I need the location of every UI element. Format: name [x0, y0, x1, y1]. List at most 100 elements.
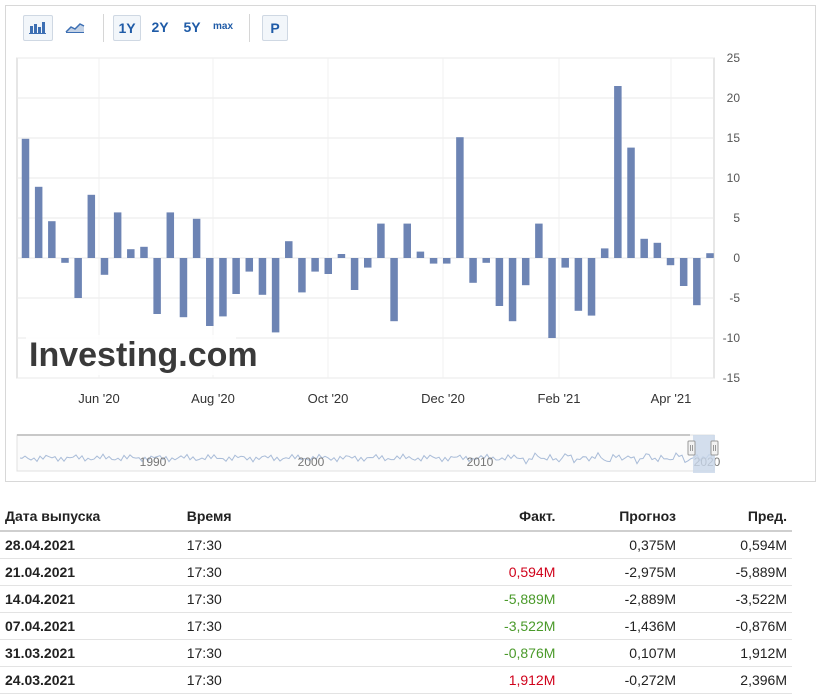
range-1y-button[interactable]: 1Y — [113, 15, 141, 41]
previous-cell: -5,889M — [681, 558, 792, 586]
chart-bar[interactable] — [271, 258, 280, 333]
chart-bar[interactable] — [521, 258, 530, 286]
chart-bar[interactable] — [666, 258, 675, 266]
y-tick-label: 25 — [727, 51, 741, 65]
chart-bar[interactable] — [100, 258, 109, 275]
chart-bar[interactable] — [324, 258, 333, 274]
chart-bar[interactable] — [166, 212, 175, 258]
chart-bar[interactable] — [416, 251, 425, 258]
chart-bar[interactable] — [127, 249, 135, 258]
y-tick-label: -15 — [723, 371, 741, 385]
chart-bar[interactable] — [74, 258, 82, 298]
chart-bar[interactable] — [614, 86, 622, 258]
chart-bar[interactable] — [640, 238, 648, 258]
range-5y-button[interactable]: 5Y — [183, 19, 201, 35]
chart-bar[interactable] — [311, 258, 319, 272]
chart-bar[interactable] — [61, 258, 69, 263]
p-button[interactable]: P — [262, 15, 288, 41]
chart-bar[interactable] — [706, 253, 714, 258]
col-time[interactable]: Время — [181, 502, 371, 532]
range-max-button[interactable]: max — [212, 21, 233, 32]
chart-bar[interactable] — [429, 258, 438, 264]
chart-bar[interactable] — [377, 223, 385, 258]
x-tick-label: Dec '20 — [421, 391, 465, 406]
forecast-cell: 0,375M — [560, 531, 681, 559]
navigator-handle-right[interactable] — [710, 440, 719, 456]
actual-cell — [370, 531, 561, 559]
chart-bar[interactable] — [587, 258, 596, 316]
navigator-selection[interactable] — [693, 435, 715, 473]
chart-bar[interactable] — [337, 254, 346, 258]
previous-cell: -0,876M — [681, 612, 792, 640]
chart-bar[interactable] — [350, 258, 359, 290]
chart-bar[interactable] — [482, 258, 490, 263]
col-release-date[interactable]: Дата выпуска — [0, 502, 182, 532]
bar-chart: 25 20 15 10 5 0 -5 -10 -15 Jun '20 Aug '20 Oct '20… — [16, 51, 741, 473]
forecast-cell: -2,889M — [560, 585, 681, 613]
chart-bar[interactable] — [21, 138, 30, 258]
chart-bar[interactable] — [653, 242, 662, 258]
x-tick-label: Oct '20 — [308, 391, 349, 406]
chart-bar[interactable] — [245, 258, 254, 272]
chart-bar[interactable] — [87, 194, 96, 258]
chart-bar[interactable] — [456, 137, 464, 258]
chart-bar[interactable] — [179, 258, 188, 318]
chart-bar[interactable] — [285, 241, 293, 258]
actual-cell: -3,522M — [370, 612, 561, 640]
time-cell: 17:30 — [181, 558, 371, 586]
chart-bar[interactable] — [495, 258, 504, 306]
chart-bar[interactable] — [561, 258, 569, 268]
line-chart-type-button[interactable] — [60, 15, 90, 41]
release-date-cell: 31.03.2021 — [0, 639, 182, 667]
y-tick-label: 20 — [727, 91, 741, 105]
table-row: 24.03.2021 17:30 1,912M -0,272M 2,396M — [0, 666, 792, 694]
x-tick-label: Apr '21 — [651, 391, 692, 406]
chart-bar[interactable] — [600, 248, 609, 258]
bar-chart-type-button[interactable] — [23, 15, 53, 41]
navigator-year-label: 2010 — [467, 455, 494, 469]
chart-bar[interactable] — [508, 258, 517, 322]
chart-bar[interactable] — [535, 223, 543, 258]
chart-bar[interactable] — [548, 258, 556, 338]
release-date-cell: 07.04.2021 — [0, 612, 182, 640]
forecast-cell: -0,272M — [560, 666, 681, 694]
x-axis: Jun '20 Aug '20 Oct '20 Dec '20 Feb '21 Apr '… — [78, 391, 691, 406]
chart-bar[interactable] — [442, 258, 451, 264]
chart-bar[interactable] — [627, 147, 635, 258]
chart-bar[interactable] — [469, 258, 477, 283]
chart-bar[interactable] — [574, 258, 583, 311]
chart-bar[interactable] — [48, 221, 56, 258]
chart-bar[interactable] — [113, 212, 122, 258]
actual-cell: -0,876M — [370, 639, 561, 667]
toolbar-separator — [249, 14, 250, 42]
navigator-handle-left[interactable] — [687, 440, 696, 456]
chart-bar[interactable] — [192, 218, 201, 258]
chart-bar[interactable] — [390, 258, 398, 322]
release-date-cell: 24.03.2021 — [0, 666, 182, 694]
range-2y-button[interactable]: 2Y — [151, 19, 169, 35]
chart-bar[interactable] — [206, 258, 214, 326]
chart-bar[interactable] — [364, 258, 372, 268]
chart-bar[interactable] — [693, 258, 701, 306]
investing-watermark: Investing.com — [26, 335, 258, 375]
watermark-text: Investing.com — [29, 336, 258, 374]
col-previous[interactable]: Пред. — [681, 502, 792, 532]
col-actual[interactable]: Факт. — [370, 502, 561, 532]
chart-bar[interactable] — [298, 258, 306, 293]
x-tick-label: Feb '21 — [538, 391, 581, 406]
navigator[interactable]: 1990200020102020 — [16, 434, 721, 473]
chart-bar[interactable] — [219, 258, 227, 317]
chart-bar[interactable] — [34, 186, 43, 258]
chart-bar[interactable] — [232, 258, 240, 294]
toolbar-separator — [103, 14, 104, 42]
chart-bar[interactable] — [258, 258, 267, 295]
time-cell: 17:30 — [181, 531, 371, 559]
col-forecast[interactable]: Прогноз — [560, 502, 681, 532]
navigator-track[interactable] — [16, 434, 715, 472]
chart-bar[interactable] — [679, 258, 688, 286]
chart-bar[interactable] — [140, 246, 148, 258]
bars — [21, 86, 714, 338]
chart-bar[interactable] — [403, 223, 411, 258]
chart-bar[interactable] — [153, 258, 161, 314]
y-tick-label: 15 — [727, 131, 741, 145]
